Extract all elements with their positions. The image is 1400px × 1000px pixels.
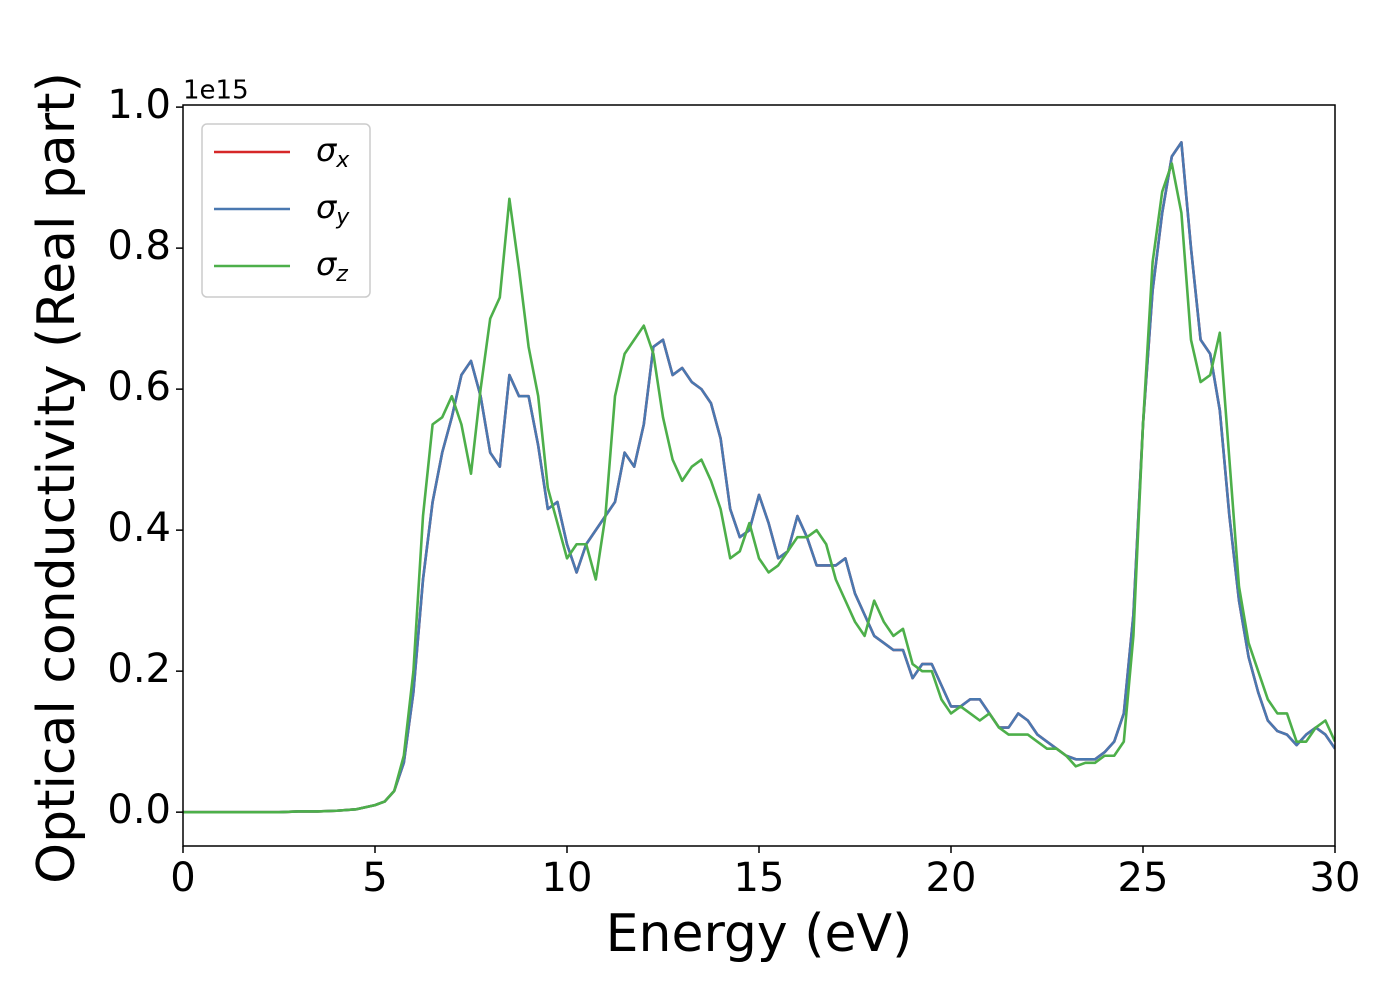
y-tick-label: 0.0 (107, 787, 171, 833)
x-tick-label: 25 (1118, 855, 1169, 901)
legend-box (201, 123, 371, 298)
x-tick-label: 15 (734, 855, 785, 901)
offset-text: 1e15 (183, 76, 249, 106)
x-tick-label: 5 (362, 855, 387, 901)
plot-frame (182, 104, 1336, 847)
y-axis-label: Optical conductivity (Real part) (27, 72, 87, 884)
y-tick-label: 0.6 (107, 364, 171, 410)
x-axis-label: Energy (eV) (606, 904, 913, 964)
y-tick-label: 1.0 (107, 82, 171, 128)
series-line (183, 162, 1335, 814)
y-tick-label: 0.8 (107, 223, 171, 269)
x-tick-label: 30 (1310, 855, 1361, 901)
x-tick-label: 10 (542, 855, 593, 901)
x-tick-label: 20 (926, 855, 977, 901)
x-tick-label: 0 (170, 855, 195, 901)
y-tick-label: 0.4 (107, 505, 171, 551)
y-tick-label: 0.2 (107, 646, 171, 692)
